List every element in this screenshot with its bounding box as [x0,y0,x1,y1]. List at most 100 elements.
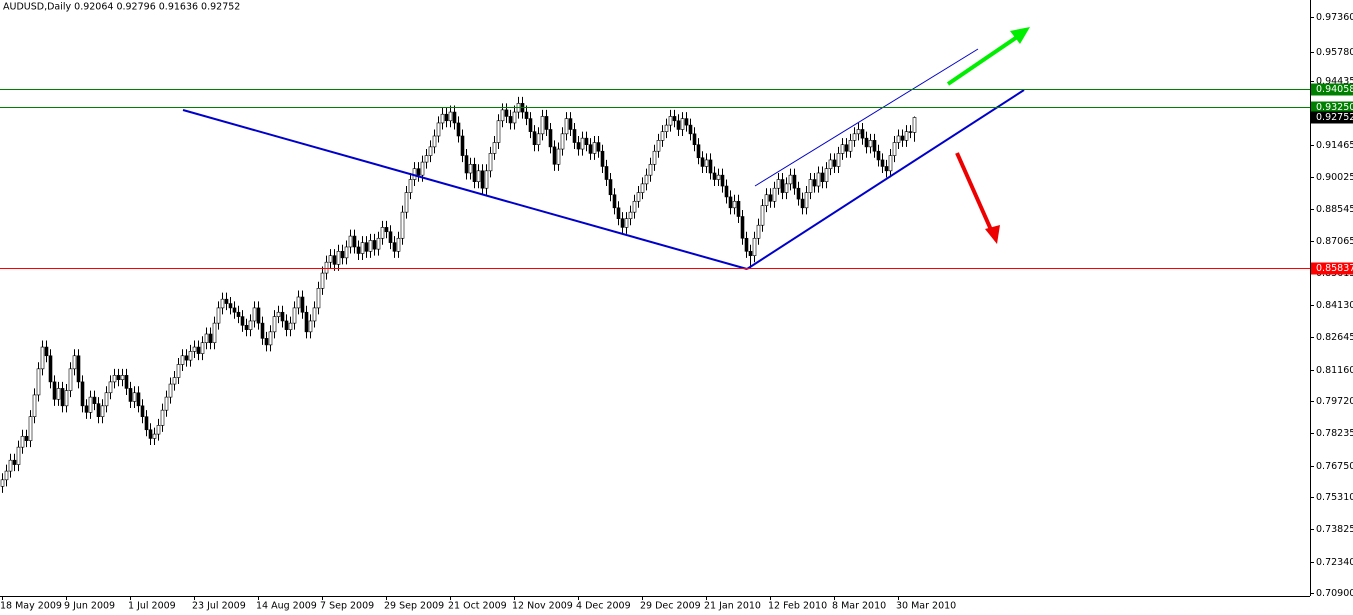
candle-body [396,237,401,252]
candle-body [648,163,653,176]
candle-body [112,375,117,383]
candle-body [136,392,141,407]
candle-body [240,316,245,326]
candle-body [788,174,793,185]
candle-body [224,298,229,304]
y-tick-label: 0.70900 [1316,588,1353,599]
candle-body [208,333,213,344]
candle-body [88,396,93,413]
candle-body [800,198,805,209]
candle-body [604,166,609,180]
candle-body [900,135,905,141]
y-tick-label: 0.72340 [1316,557,1353,568]
x-tick-label: 12 Feb 2010 [768,601,827,612]
candle-body [556,148,561,165]
candle-body [64,390,69,407]
candle-body [684,118,689,126]
candle-body [524,111,529,119]
candle-body [908,131,913,133]
candle-body [880,159,885,167]
candle-body [20,435,25,448]
candle-body [148,429,153,439]
candle-body [284,320,289,330]
candle-body [548,129,553,148]
candle-body [600,150,605,167]
candle-body [328,255,333,263]
candle-body [176,364,181,378]
candle-body [676,120,681,130]
candle-body [508,116,513,124]
candle-body [316,288,321,309]
candle-body [796,187,801,200]
candle-body [456,122,461,137]
candle-body [236,311,241,317]
candle-body [104,392,109,407]
candle-body [80,381,85,407]
candle-body [496,120,501,143]
candle-body [120,375,125,381]
candle-body [792,174,797,189]
level-label-box [1311,101,1353,114]
candle-body [96,403,101,417]
candle-body [876,150,881,161]
candle-body [572,129,577,143]
candle-body [696,144,701,159]
candle-body [0,479,5,487]
candle-body [332,255,337,265]
candle-body [44,346,49,357]
candle-body [592,142,597,154]
candle-body [256,307,261,324]
candle-body [840,144,845,154]
candle-body [576,142,581,150]
candle-body [552,146,557,165]
candle-body [424,155,429,163]
level-label: 0.93250 [1316,102,1353,113]
candle-body [632,200,637,213]
candle-body [828,159,833,169]
candle-body [584,137,589,146]
candle-body [848,140,853,152]
candle-body [220,298,225,309]
candle-body [48,355,53,383]
x-tick-label: 14 Aug 2009 [256,601,317,612]
candle-body [812,179,817,187]
y-tick-label: 0.84130 [1316,300,1353,311]
candle-body [660,131,665,141]
candle-body [232,307,237,313]
candle-body [252,307,257,322]
candle-body [532,131,537,146]
candle-body [728,196,733,209]
current-price-label: 0.92752 [1316,112,1353,123]
candle-body [824,168,829,182]
candle-body [164,396,169,411]
candle-body [192,346,197,352]
candle-body [200,342,205,354]
y-tick-label: 0.81160 [1316,365,1353,376]
candle-body [416,168,421,176]
candle-body [320,272,325,289]
candle-body [40,346,45,370]
candle-body [492,142,497,154]
y-tick-label: 0.90025 [1316,172,1353,183]
candle-body [196,346,201,354]
y-tick-label: 0.97360 [1316,12,1353,23]
candle-body [892,142,897,156]
candle-body [780,179,785,193]
candle-body [60,388,65,407]
candle-body [480,170,485,189]
trend-line [746,89,1025,270]
candle-body [128,388,133,402]
candle-body [368,240,373,252]
candle-body [476,170,481,182]
candle-body [536,133,541,146]
candle-body [68,368,73,391]
candle-body [756,224,761,239]
candle-body [172,377,177,385]
candle-body [24,435,29,441]
x-tick-label: 21 Oct 2009 [448,601,507,612]
candle-body [152,433,157,439]
x-tick-label: 29 Sep 2009 [384,601,444,612]
candle-body [384,227,389,233]
y-tick-label: 0.94435 [1316,76,1353,87]
candle-body [640,183,645,193]
